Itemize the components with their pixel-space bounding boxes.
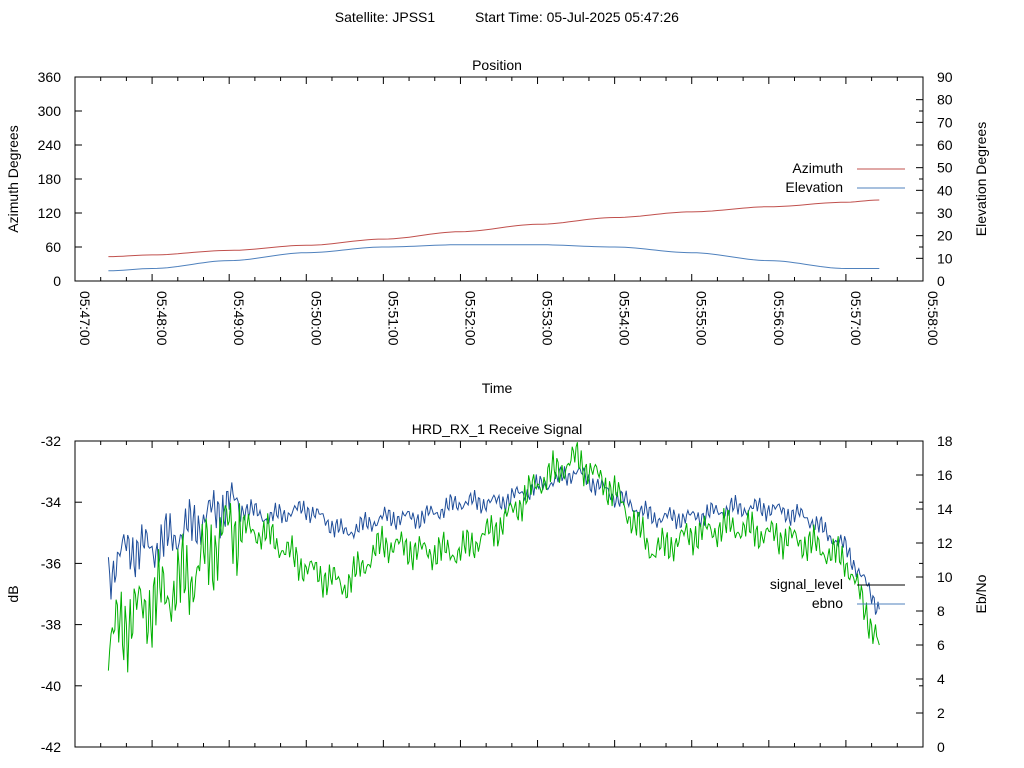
elevation-axis-label: Elevation Degrees xyxy=(973,122,989,236)
y-tick-label: -36 xyxy=(41,555,61,571)
x-tick-label: 05:54:00 xyxy=(617,291,633,346)
position-chart: Position Azimuth Degrees Elevation Degre… xyxy=(5,57,989,396)
y-tick-label: -34 xyxy=(41,494,61,510)
y2-tick-label: 8 xyxy=(937,603,945,619)
signal-ticks: -42 -40 -38 -36 -34 -32 0 2 4 6 8 10 12 14 16 18 xyxy=(41,433,953,755)
y2-tick-label: 4 xyxy=(937,671,945,687)
start-time-label: Start Time: 05-Jul-2025 05:47:26 xyxy=(475,9,679,25)
series-elevation-line xyxy=(108,244,880,272)
x-tick-label: 05:56:00 xyxy=(771,291,787,346)
time-axis-label: Time xyxy=(482,380,513,396)
y2-tick-label: 60 xyxy=(937,137,953,153)
y2-tick-label: 10 xyxy=(937,250,953,266)
y-tick-label: 0 xyxy=(53,273,61,289)
x-tick-label: 05:57:00 xyxy=(848,291,864,346)
x-tick-label: 05:55:00 xyxy=(694,291,710,346)
y-tick-label: 180 xyxy=(38,171,62,187)
y2-tick-label: 20 xyxy=(937,228,953,244)
signal-chart-title: HRD_RX_1 Receive Signal xyxy=(412,421,582,437)
x-tick-label: 05:53:00 xyxy=(540,291,556,346)
y2-tick-label: 18 xyxy=(937,433,953,449)
y-tick-label: -38 xyxy=(41,617,61,633)
y-tick-label: 120 xyxy=(38,205,62,221)
signal-series xyxy=(107,442,880,673)
x-tick-label: 05:49:00 xyxy=(231,291,247,346)
y2-tick-label: 50 xyxy=(937,160,953,176)
signal-legend: signal_level ebno xyxy=(770,576,905,611)
y-tick-label: 300 xyxy=(38,103,62,119)
y2-tick-label: 14 xyxy=(937,501,953,517)
y2-tick-label: 10 xyxy=(937,569,953,585)
db-axis-label: dB xyxy=(5,585,21,602)
position-chart-title: Position xyxy=(472,57,522,73)
legend-azimuth-label: Azimuth xyxy=(792,160,843,176)
position-legend: Azimuth Elevation xyxy=(785,160,905,195)
x-tick-label: 05:58:00 xyxy=(925,291,941,346)
x-tick-label: 05:50:00 xyxy=(308,291,324,346)
y2-tick-label: 70 xyxy=(937,114,953,130)
y2-tick-label: 2 xyxy=(937,705,945,721)
azimuth-axis-label: Azimuth Degrees xyxy=(5,125,21,232)
position-series xyxy=(108,199,880,272)
series-ebno-line xyxy=(107,442,880,673)
legend-elevation-label: Elevation xyxy=(785,179,843,195)
y-tick-label: -40 xyxy=(41,678,61,694)
series-azimuth-line xyxy=(108,199,880,258)
y2-tick-label: 40 xyxy=(937,182,953,198)
y2-tick-label: 16 xyxy=(937,467,953,483)
y2-tick-label: 80 xyxy=(937,92,953,108)
y-tick-label: -42 xyxy=(41,739,61,755)
y-tick-label: 240 xyxy=(38,137,62,153)
y2-tick-label: 0 xyxy=(937,273,945,289)
y2-tick-label: 30 xyxy=(937,205,953,221)
y-tick-label: 360 xyxy=(38,69,62,85)
position-ticks: 0 60 120 180 240 300 360 0 10 20 30 40 50 60 70 80 90 05:… xyxy=(38,69,953,346)
y2-tick-label: 0 xyxy=(937,739,945,755)
legend-ebno-label: ebno xyxy=(812,595,843,611)
series-signal-level-line xyxy=(107,466,880,615)
y2-tick-label: 12 xyxy=(937,535,953,551)
ebno-axis-label: Eb/No xyxy=(973,574,989,613)
y2-tick-label: 6 xyxy=(937,637,945,653)
satellite-label: Satellite: JPSS1 xyxy=(335,9,436,25)
signal-plot-frame xyxy=(74,440,924,748)
x-tick-label: 05:51:00 xyxy=(385,291,401,346)
y-tick-label: 60 xyxy=(45,239,61,255)
legend-signal-level-label: signal_level xyxy=(770,576,843,592)
signal-chart: HRD_RX_1 Receive Signal dB Eb/No -42-40-… xyxy=(5,421,989,755)
y2-tick-label: 90 xyxy=(937,69,953,85)
y-tick-label: -32 xyxy=(41,433,61,449)
x-tick-label: 05:48:00 xyxy=(154,291,170,346)
x-tick-label: 05:52:00 xyxy=(462,291,478,346)
x-tick-label: 05:47:00 xyxy=(77,291,93,346)
